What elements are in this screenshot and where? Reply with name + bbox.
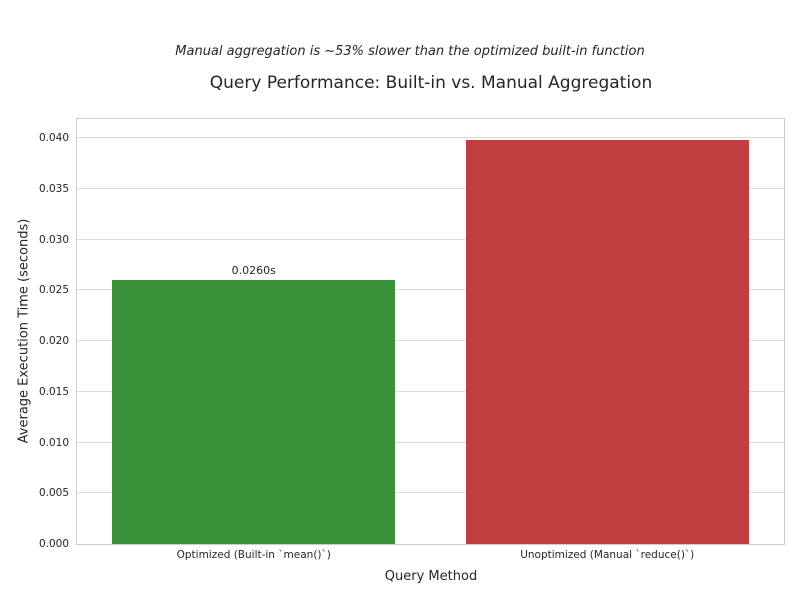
gridline [77,289,784,291]
x-axis-label: Query Method [384,569,478,584]
y-tick-label: 0.020 [38,335,69,348]
y-axis-label: Average Execution Time (seconds) [16,218,32,444]
y-tick-label: 0.035 [38,182,69,195]
y-tick-label: 0.040 [38,132,69,145]
gridline [77,340,784,342]
bar-optimized [112,280,396,544]
bar-value-label: 0.0260s [231,264,276,278]
y-tick-label: 0.030 [38,233,69,246]
y-tick-label: 0.010 [38,436,69,449]
gridline [77,188,784,189]
gridline [77,137,784,139]
plot-area: 0.0260s [76,118,785,545]
gridline [77,238,784,240]
chart-title: Query Performance: Built-in vs. Manual A… [209,73,653,93]
y-tick-label: 0.025 [38,284,69,297]
y-tick-label: 0.015 [38,385,69,398]
gridline [77,390,784,392]
gridline [77,441,784,443]
y-tick-label: 0.000 [38,538,69,550]
x-tick-label: Optimized (Built-in `mean()`) [176,549,331,561]
x-tick-label: Unoptimized (Manual `reduce()`) [520,549,695,561]
bar-unoptimized [465,140,749,544]
gridline [77,492,784,494]
y-tick-label: 0.005 [38,487,69,500]
chart-subtitle: Manual aggregation is ~53% slower than t… [175,44,645,59]
